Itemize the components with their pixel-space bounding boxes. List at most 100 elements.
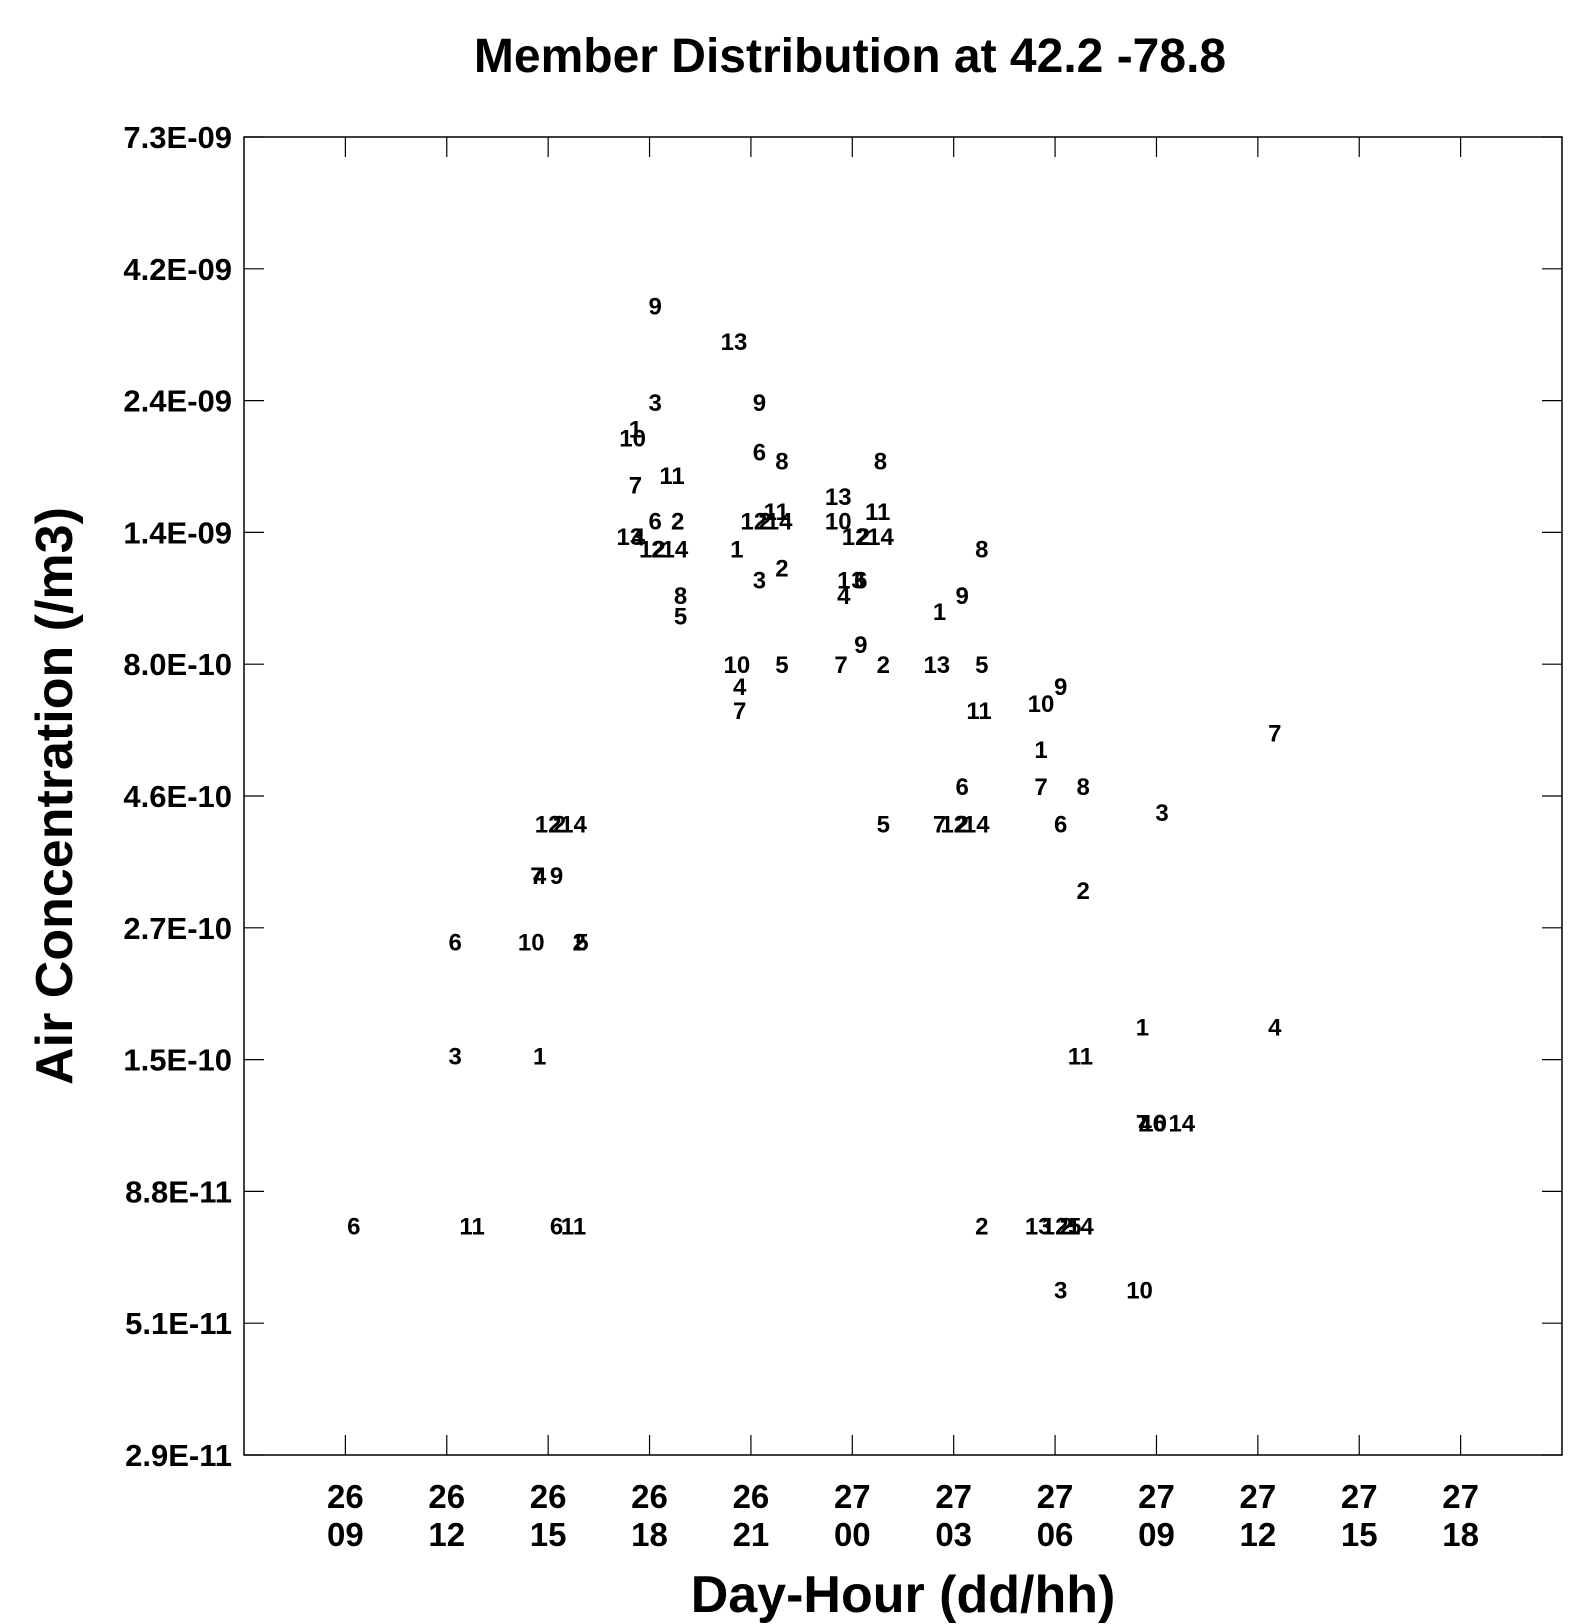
x-tick-label-hour: 21 — [733, 1516, 770, 1553]
member-point: 1 — [629, 416, 642, 443]
member-point: 1 — [933, 599, 946, 626]
member-point: 6 — [1153, 1110, 1166, 1137]
member-point: 12 — [1042, 1213, 1069, 1240]
x-tick-label-day: 26 — [428, 1478, 465, 1515]
member-point: 7 — [834, 652, 847, 679]
member-point: 11 — [966, 698, 991, 725]
x-tick-label-day: 27 — [935, 1478, 972, 1515]
member-point: 1 — [1136, 1014, 1149, 1041]
member-point: 9 — [648, 294, 661, 321]
member-point: 10 — [619, 425, 646, 452]
y-tick-label: 4.6E-10 — [123, 779, 232, 814]
y-axis-label: Air Concentration (/m3) — [26, 507, 84, 1085]
member-point: 9 — [854, 632, 867, 659]
member-point: 2 — [758, 509, 771, 536]
member-point: 6 — [550, 1213, 563, 1240]
member-point: 10 — [723, 652, 750, 679]
member-point: 1 — [1034, 737, 1047, 764]
member-point: 2 — [975, 1213, 988, 1240]
y-tick-label: 4.2E-09 — [123, 252, 232, 287]
member-point: 12 — [940, 811, 967, 838]
member-point: 7 — [629, 472, 642, 499]
member-point: 2 — [651, 536, 664, 563]
member-point: 10 — [825, 509, 852, 536]
member-point: 3 — [753, 568, 766, 595]
member-point: 6 — [955, 774, 968, 801]
member-point: 2 — [1060, 1213, 1073, 1240]
member-point: 12 — [842, 524, 869, 551]
member-point: 1 — [730, 536, 743, 563]
y-tick-label: 7.3E-09 — [123, 120, 232, 155]
member-point: 9 — [955, 583, 968, 610]
member-point: 2 — [572, 929, 585, 956]
member-point: 8 — [775, 448, 788, 475]
chart-title: Member Distribution at 42.2 -78.8 — [474, 30, 1226, 83]
member-point: 12 — [740, 509, 767, 536]
member-point: 6 — [648, 509, 661, 536]
member-point: 4 — [733, 674, 747, 701]
member-point: 14 — [963, 811, 990, 838]
member-point: 8 — [874, 448, 887, 475]
x-tick-label-hour: 00 — [834, 1516, 871, 1553]
member-point: 12 — [639, 536, 666, 563]
member-point: 13 — [1025, 1213, 1052, 1240]
member-point: 4 — [1268, 1014, 1282, 1041]
x-tick-label-day: 27 — [1239, 1478, 1276, 1515]
x-tick-label-hour: 09 — [1138, 1516, 1175, 1553]
member-point: 4 — [837, 583, 851, 610]
member-point: 6 — [1054, 811, 1067, 838]
member-point: 8 — [1077, 774, 1090, 801]
x-tick-label-hour: 15 — [530, 1516, 567, 1553]
member-point: 12 — [535, 811, 562, 838]
member-point: 11 — [659, 463, 684, 490]
member-point: 1 — [837, 568, 850, 595]
x-tick-label-day: 26 — [327, 1478, 364, 1515]
member-point: 8 — [674, 583, 687, 610]
y-tick-label: 8.8E-11 — [125, 1174, 232, 1209]
x-tick-label-hour: 18 — [631, 1516, 668, 1553]
member-point: 14 — [1168, 1110, 1195, 1137]
x-tick-label-day: 26 — [530, 1478, 567, 1515]
member-point: 8 — [975, 536, 988, 563]
x-tick-label-day: 27 — [1341, 1478, 1378, 1515]
member-point: 11 — [1068, 1043, 1093, 1070]
member-point: 14 — [560, 811, 587, 838]
x-axis-label: Day-Hour (dd/hh) — [691, 1566, 1116, 1624]
y-tick-label: 2.4E-09 — [123, 384, 232, 419]
member-point: 10 — [1140, 1110, 1167, 1137]
member-point: 5 — [575, 929, 588, 956]
member-point: 7 — [733, 698, 746, 725]
member-point: 2 — [1077, 878, 1090, 905]
member-point: 11 — [865, 499, 890, 526]
member-point: 6 — [449, 929, 462, 956]
member-point: 5 — [877, 811, 890, 838]
member-point: 7 — [1136, 1110, 1149, 1137]
member-point: 5 — [975, 652, 988, 679]
member-point: 14 — [867, 524, 894, 551]
member-point: 9 — [753, 390, 766, 417]
member-point: 11 — [459, 1213, 484, 1240]
member-point: 2 — [775, 555, 788, 582]
member-point: 2 — [955, 811, 968, 838]
x-tick-label-hour: 12 — [428, 1516, 465, 1553]
x-tick-label-day: 26 — [631, 1478, 668, 1515]
x-tick-label-hour: 12 — [1239, 1516, 1276, 1553]
member-point: 3 — [449, 1043, 462, 1070]
x-tick-label-day: 27 — [834, 1478, 871, 1515]
member-point: 7 — [1034, 774, 1047, 801]
plot-frame — [243, 136, 1563, 1456]
member-point: 6 — [753, 440, 766, 467]
member-point: 10 — [1126, 1278, 1153, 1305]
member-point: 7 — [530, 863, 543, 890]
member-point: 1 — [533, 1043, 546, 1070]
member-point: 7 — [933, 811, 946, 838]
member-point: 4 — [1139, 1110, 1153, 1137]
x-tick-label-day: 27 — [1037, 1478, 1074, 1515]
member-point: 13 — [825, 484, 852, 511]
member-point: 6 — [347, 1213, 360, 1240]
member-point: 11 — [561, 1213, 586, 1240]
member-point: 3 — [648, 390, 661, 417]
member-point: 6 — [854, 568, 867, 595]
